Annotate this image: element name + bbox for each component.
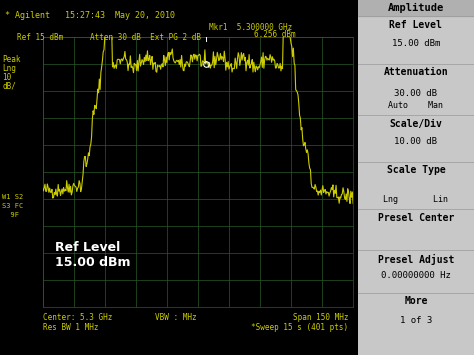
Text: Ref Level: Ref Level: [390, 20, 442, 29]
Text: W1 S2: W1 S2: [2, 194, 24, 200]
Text: Ref 15 dBm: Ref 15 dBm: [17, 33, 63, 42]
Text: Auto    Man: Auto Man: [388, 101, 444, 110]
Text: 10.00 dB: 10.00 dB: [394, 137, 438, 147]
Text: 9F: 9F: [2, 212, 19, 218]
Text: Scale/Div: Scale/Div: [390, 119, 442, 129]
Text: Center: 5.3 GHz: Center: 5.3 GHz: [43, 313, 112, 322]
Text: S3 FC: S3 FC: [2, 203, 24, 209]
Text: Lng: Lng: [2, 64, 16, 73]
Text: 1 of 3: 1 of 3: [400, 316, 432, 325]
Text: 0.00000000 Hz: 0.00000000 Hz: [381, 271, 451, 280]
Text: Mkr1  5.300000 GHz: Mkr1 5.300000 GHz: [209, 23, 292, 32]
Text: Ref Level
15.00 dBm: Ref Level 15.00 dBm: [55, 241, 130, 269]
Text: Lng       Lin: Lng Lin: [383, 195, 448, 204]
Text: Scale Type: Scale Type: [387, 165, 445, 175]
Text: Attenuation: Attenuation: [383, 67, 448, 77]
Text: 15.00 dBm: 15.00 dBm: [392, 39, 440, 48]
Text: *Sweep 15 s (401 pts): *Sweep 15 s (401 pts): [251, 323, 348, 332]
Text: Atten 30 dB  Ext PG 2 dB: Atten 30 dB Ext PG 2 dB: [90, 33, 201, 42]
Bar: [358, 0, 474, 16]
Text: 10: 10: [2, 73, 12, 82]
Text: * Agilent   15:27:43  May 20, 2010: * Agilent 15:27:43 May 20, 2010: [5, 11, 175, 20]
Text: 30.00 dB: 30.00 dB: [394, 89, 438, 98]
Text: Span 150 MHz: Span 150 MHz: [293, 313, 348, 322]
Text: More: More: [404, 296, 428, 306]
Text: Peak: Peak: [2, 55, 21, 64]
Text: 6.256 dBm: 6.256 dBm: [254, 30, 295, 39]
Text: VBW : MHz: VBW : MHz: [155, 313, 196, 322]
Text: Presel Center: Presel Center: [378, 213, 454, 223]
Text: Amplitude: Amplitude: [388, 3, 444, 13]
Text: dB/: dB/: [2, 82, 16, 91]
Text: Res BW 1 MHz: Res BW 1 MHz: [43, 323, 98, 332]
Text: Presel Adjust: Presel Adjust: [378, 254, 454, 265]
